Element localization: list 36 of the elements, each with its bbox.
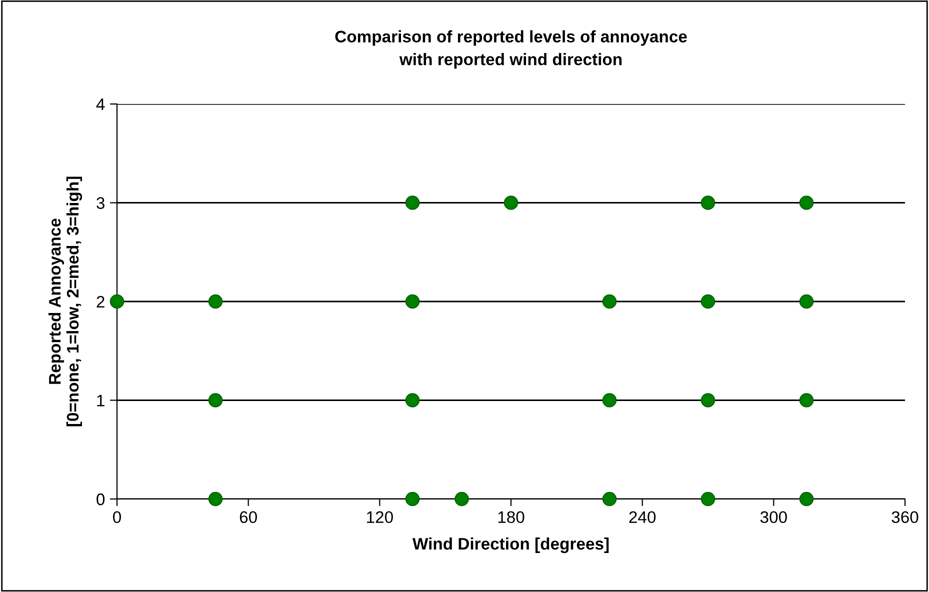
x-tick-label: 240 <box>629 511 656 524</box>
point <box>602 294 617 309</box>
x-axis-title: Wind Direction [degrees] <box>412 537 609 554</box>
point <box>405 492 420 506</box>
point <box>700 196 716 210</box>
point <box>405 294 420 309</box>
y-tick-label: 0 <box>96 493 105 506</box>
point <box>799 196 814 210</box>
chart-title: Comparison of reported levels of annoyance with reported wind direction <box>335 30 687 69</box>
point <box>504 196 518 210</box>
x-tick-label: 360 <box>892 511 918 524</box>
y-tick-label: 4 <box>96 98 105 110</box>
point <box>602 492 617 506</box>
y-axis-title: Reported Annoyance [0=none, 1=low, 2=med, 3=high] <box>48 176 82 426</box>
y-tick-label: 3 <box>96 197 104 209</box>
point <box>700 393 716 408</box>
point <box>454 492 469 506</box>
x-tick-label: 300 <box>760 511 787 524</box>
x-tick-label: 0 <box>113 511 121 524</box>
point <box>602 393 617 408</box>
x-tick-label: 60 <box>240 511 257 524</box>
y-tick-label: 1 <box>97 394 104 406</box>
y-tick-label: 2 <box>96 296 104 308</box>
point <box>208 492 223 506</box>
point <box>799 393 814 408</box>
point <box>208 294 223 309</box>
point <box>799 492 814 506</box>
x-tick-label: 120 <box>367 511 393 524</box>
x-tick-label: 180 <box>498 511 524 524</box>
point <box>700 492 716 506</box>
point <box>799 294 814 309</box>
point <box>110 294 124 309</box>
point <box>405 196 420 210</box>
point <box>405 393 420 408</box>
point <box>208 393 223 408</box>
point <box>700 294 716 309</box>
